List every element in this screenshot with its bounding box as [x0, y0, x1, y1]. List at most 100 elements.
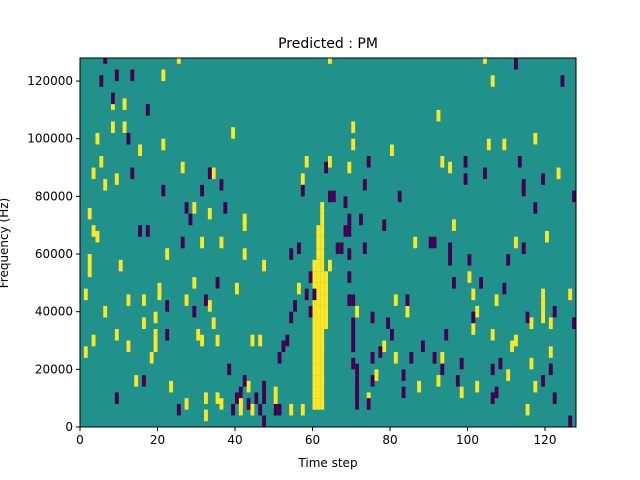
heatmap-cell-high	[211, 167, 216, 180]
heatmap-cell-low	[390, 328, 394, 341]
heatmap-cell-low	[463, 173, 468, 185]
chart-title: Predicted : PM	[278, 36, 378, 52]
heatmap-cell-high	[533, 380, 538, 393]
heatmap-cell-high	[459, 386, 464, 399]
heatmap-cell-high	[483, 58, 487, 64]
heatmap-cell-high	[351, 121, 356, 133]
heatmap-cell-low	[525, 311, 530, 324]
heatmap-cell-high	[324, 305, 328, 318]
y-axis: 0 20000 40000 60000 80000 100000 120000	[27, 74, 80, 434]
heatmap-cell-low	[308, 271, 313, 283]
y-axis-label: Frequency (Hz)	[0, 198, 11, 289]
heatmap-cell-high	[316, 248, 321, 260]
heatmap-cell-high	[215, 392, 220, 404]
heatmap-cell-high	[153, 328, 158, 341]
heatmap-cell-high	[207, 300, 212, 312]
heatmap-cell-high	[312, 386, 317, 399]
heatmap-cell-high	[126, 340, 131, 353]
heatmap-cell-high	[486, 138, 491, 151]
heatmap-cell-low	[200, 184, 204, 197]
heatmap-cell-high	[300, 403, 305, 416]
heatmap-cell-low	[521, 184, 526, 197]
heatmap-cell-high	[320, 294, 325, 306]
heatmap-cell-high	[320, 282, 325, 295]
heatmap-cell-high	[448, 161, 452, 174]
heatmap-cell-high	[324, 317, 328, 329]
heatmap-cell-high	[471, 323, 476, 335]
heatmap-cell-high	[169, 380, 173, 393]
heatmap-cell-low	[347, 213, 352, 226]
heatmap-cell-high	[204, 392, 208, 404]
heatmap-cell-low	[339, 242, 344, 255]
heatmap-cell-high	[320, 305, 325, 318]
heatmap-cell-high	[514, 334, 518, 347]
heatmap-cell-low	[370, 375, 375, 387]
heatmap-cell-high	[506, 369, 511, 381]
heatmap-cell-low	[188, 213, 193, 226]
heatmap-cell-high	[312, 305, 317, 318]
heatmap-cell-low	[289, 311, 294, 324]
heatmap-cell-low	[351, 328, 356, 341]
heatmap-cell-high	[316, 259, 321, 272]
heatmap-cell-low	[533, 202, 538, 214]
y-tick-label: 60000	[35, 247, 73, 261]
heatmap-cell-high	[142, 294, 146, 306]
heatmap-cell-high	[320, 328, 325, 341]
x-tick-label: 80	[382, 433, 397, 447]
heatmap-cell-low	[258, 403, 263, 416]
heatmap-cell-low	[126, 132, 131, 145]
heatmap-cell-high	[316, 282, 321, 295]
heatmap-cell-low	[161, 184, 166, 197]
heatmap-cell-low	[440, 363, 445, 376]
x-tick-label: 120	[534, 433, 557, 447]
heatmap-cell-high	[390, 144, 394, 157]
heatmap-cell-high	[316, 236, 321, 249]
heatmap-cell-high	[83, 288, 88, 301]
heatmap-cell-low	[459, 357, 464, 370]
heatmap-cell-high	[316, 386, 321, 399]
heatmap-cell-high	[320, 375, 325, 387]
heatmap-cell-high	[320, 202, 325, 214]
heatmap-cell-high	[475, 380, 480, 393]
heatmap-cell-high	[180, 161, 185, 174]
heatmap-cell-low	[397, 190, 402, 203]
x-tick-label: 20	[150, 433, 165, 447]
heatmap-cell-high	[320, 236, 325, 249]
heatmap-cell-low	[130, 69, 135, 82]
heatmap-cell-high	[235, 282, 239, 295]
heatmap-cell-high	[95, 132, 100, 145]
heatmap-cell-low	[355, 398, 359, 410]
heatmap-cell-high	[231, 127, 235, 139]
heatmap-cell-high	[87, 265, 92, 278]
heatmap-cell-low	[304, 288, 309, 301]
heatmap-cell-low	[281, 340, 286, 353]
heatmap-cell-high	[238, 403, 243, 416]
heatmap-cell-low	[145, 225, 150, 237]
heatmap-cell-low	[285, 334, 290, 347]
heatmap-cell-low	[494, 386, 499, 399]
heatmap-cell-high	[312, 328, 317, 341]
heatmap-cell-high	[320, 259, 325, 272]
heatmap-cell-high	[204, 409, 208, 422]
y-tick-label: 0	[65, 420, 73, 434]
heatmap-cell-high	[413, 236, 418, 249]
heatmap-cell-high	[382, 340, 387, 353]
heatmap-cell-high	[111, 121, 115, 133]
heatmap-cell-low	[300, 184, 305, 197]
heatmap-cell-low	[297, 242, 301, 255]
heatmap-cell-low	[351, 294, 356, 306]
heatmap-cell-low	[165, 300, 170, 312]
heatmap-cell-high	[161, 138, 166, 151]
heatmap-cell-low	[483, 167, 487, 180]
heatmap-cell-low	[262, 415, 266, 427]
heatmap-cell-high	[114, 173, 119, 185]
heatmap-cell-high	[440, 352, 445, 364]
heatmap-cell-low	[231, 403, 235, 416]
heatmap-cell-high	[246, 380, 251, 393]
heatmap-cell-low	[517, 156, 522, 168]
heatmap-cell-low	[145, 104, 150, 116]
heatmap-cell-low	[432, 352, 437, 364]
heatmap-cell-high	[545, 230, 549, 243]
x-axis: 0 20 40 60 80 100 120	[76, 427, 556, 447]
